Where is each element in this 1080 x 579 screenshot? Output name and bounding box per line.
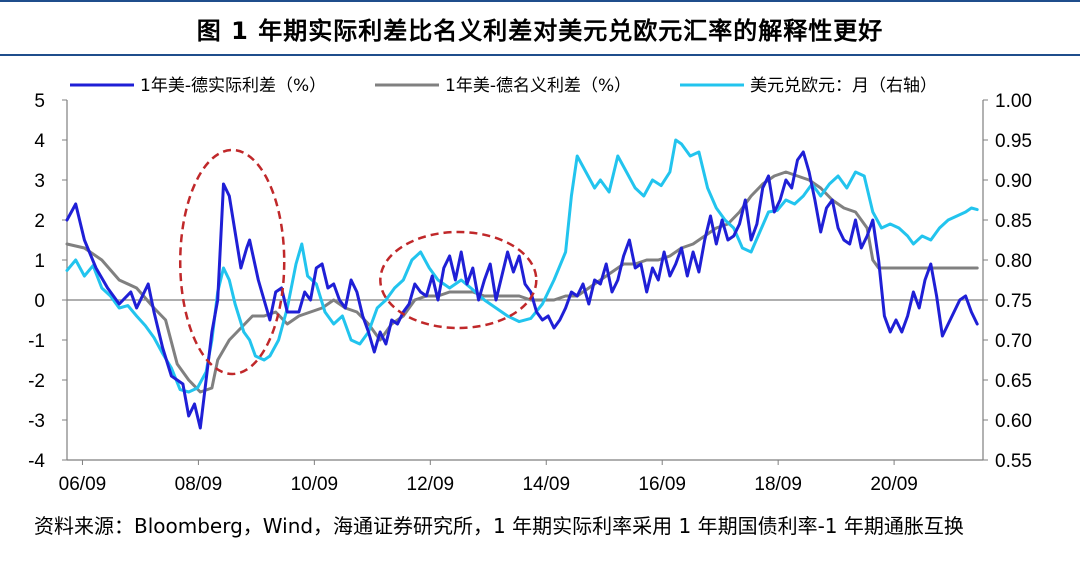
x-tick-label: 12/09 (407, 474, 455, 495)
x-tick-label: 14/09 (522, 474, 570, 495)
source-note: 资料来源：Bloomberg，Wind，海通证券研究所，1 年期实际利率采用 1… (34, 514, 964, 538)
y-right-tick-label: 0.90 (995, 171, 1032, 192)
y-left-tick-label: 5 (34, 91, 45, 112)
y-axis-left: 5 4 3 2 1 0 -1 -2 -3 -4 (28, 91, 67, 472)
y-right-tick-label: 0.85 (995, 211, 1032, 232)
y-right-tick-label: 0.60 (995, 411, 1032, 432)
y-left-tick-label: 2 (34, 211, 45, 232)
x-tick-label: 20/09 (870, 474, 918, 495)
y-left-tick-label: -2 (28, 371, 45, 392)
y-right-tick-label: 0.75 (995, 291, 1032, 312)
x-tick-label: 18/09 (754, 474, 802, 495)
y-right-tick-label: 0.95 (995, 131, 1032, 152)
series-layer (65, 138, 979, 430)
y-left-tick-label: -3 (28, 411, 45, 432)
y-left-tick-label: -1 (28, 331, 45, 352)
y-axis-right: 1.00 0.95 0.90 0.85 0.80 0.75 0.70 0.65 0.60 0.55 (983, 91, 1032, 472)
highlight-ellipse (178, 148, 286, 376)
x-tick-label: 16/09 (638, 474, 686, 495)
chart-title-bar: 图 1 年期实际利差比名义利差对美元兑欧元汇率的解释性更好 (0, 0, 1080, 56)
y-right-tick-label: 0.65 (995, 371, 1032, 392)
plot-frame (66, 100, 984, 461)
series-line-nominal-spread (65, 170, 979, 394)
annotation-layer (178, 148, 538, 376)
x-tick-label: 08/09 (175, 474, 223, 495)
y-left-tick-label: 1 (34, 251, 45, 272)
legend-label-usd-eur: 美元兑欧元：月（右轴） (750, 76, 937, 96)
x-axis: 06/09 08/09 10/09 12/09 14/09 16/09 18/09 20/09 (59, 460, 918, 495)
y-left-tick-label: 3 (34, 171, 45, 192)
y-left-tick-label: 4 (34, 131, 45, 152)
legend-label-real-spread: 1年美-德实际利差（%） (140, 76, 326, 96)
x-tick-label: 06/09 (59, 474, 107, 495)
series-line-real-spread (65, 150, 979, 430)
x-tick-label: 10/09 (291, 474, 339, 495)
y-left-tick-label: 0 (34, 291, 45, 312)
y-left-tick-label: -4 (28, 451, 45, 472)
chart-title: 图 1 年期实际利差比名义利差对美元兑欧元汇率的解释性更好 (196, 16, 884, 45)
highlight-ellipse (379, 230, 538, 330)
line-chart: 5 4 3 2 1 0 -1 -2 -3 -4 1.00 0.95 0.90 0.85 0.80 0.75 0… (28, 76, 1032, 495)
y-right-tick-label: 0.55 (995, 451, 1032, 472)
y-right-tick-label: 0.80 (995, 251, 1032, 272)
y-right-tick-label: 1.00 (995, 91, 1032, 112)
legend-label-nominal-spread: 1年美-德名义利差（%） (445, 76, 631, 96)
legend: 1年美-德实际利差（%） 1年美-德名义利差（%） 美元兑欧元：月（右轴） (70, 76, 937, 96)
y-right-tick-label: 0.70 (995, 331, 1032, 352)
